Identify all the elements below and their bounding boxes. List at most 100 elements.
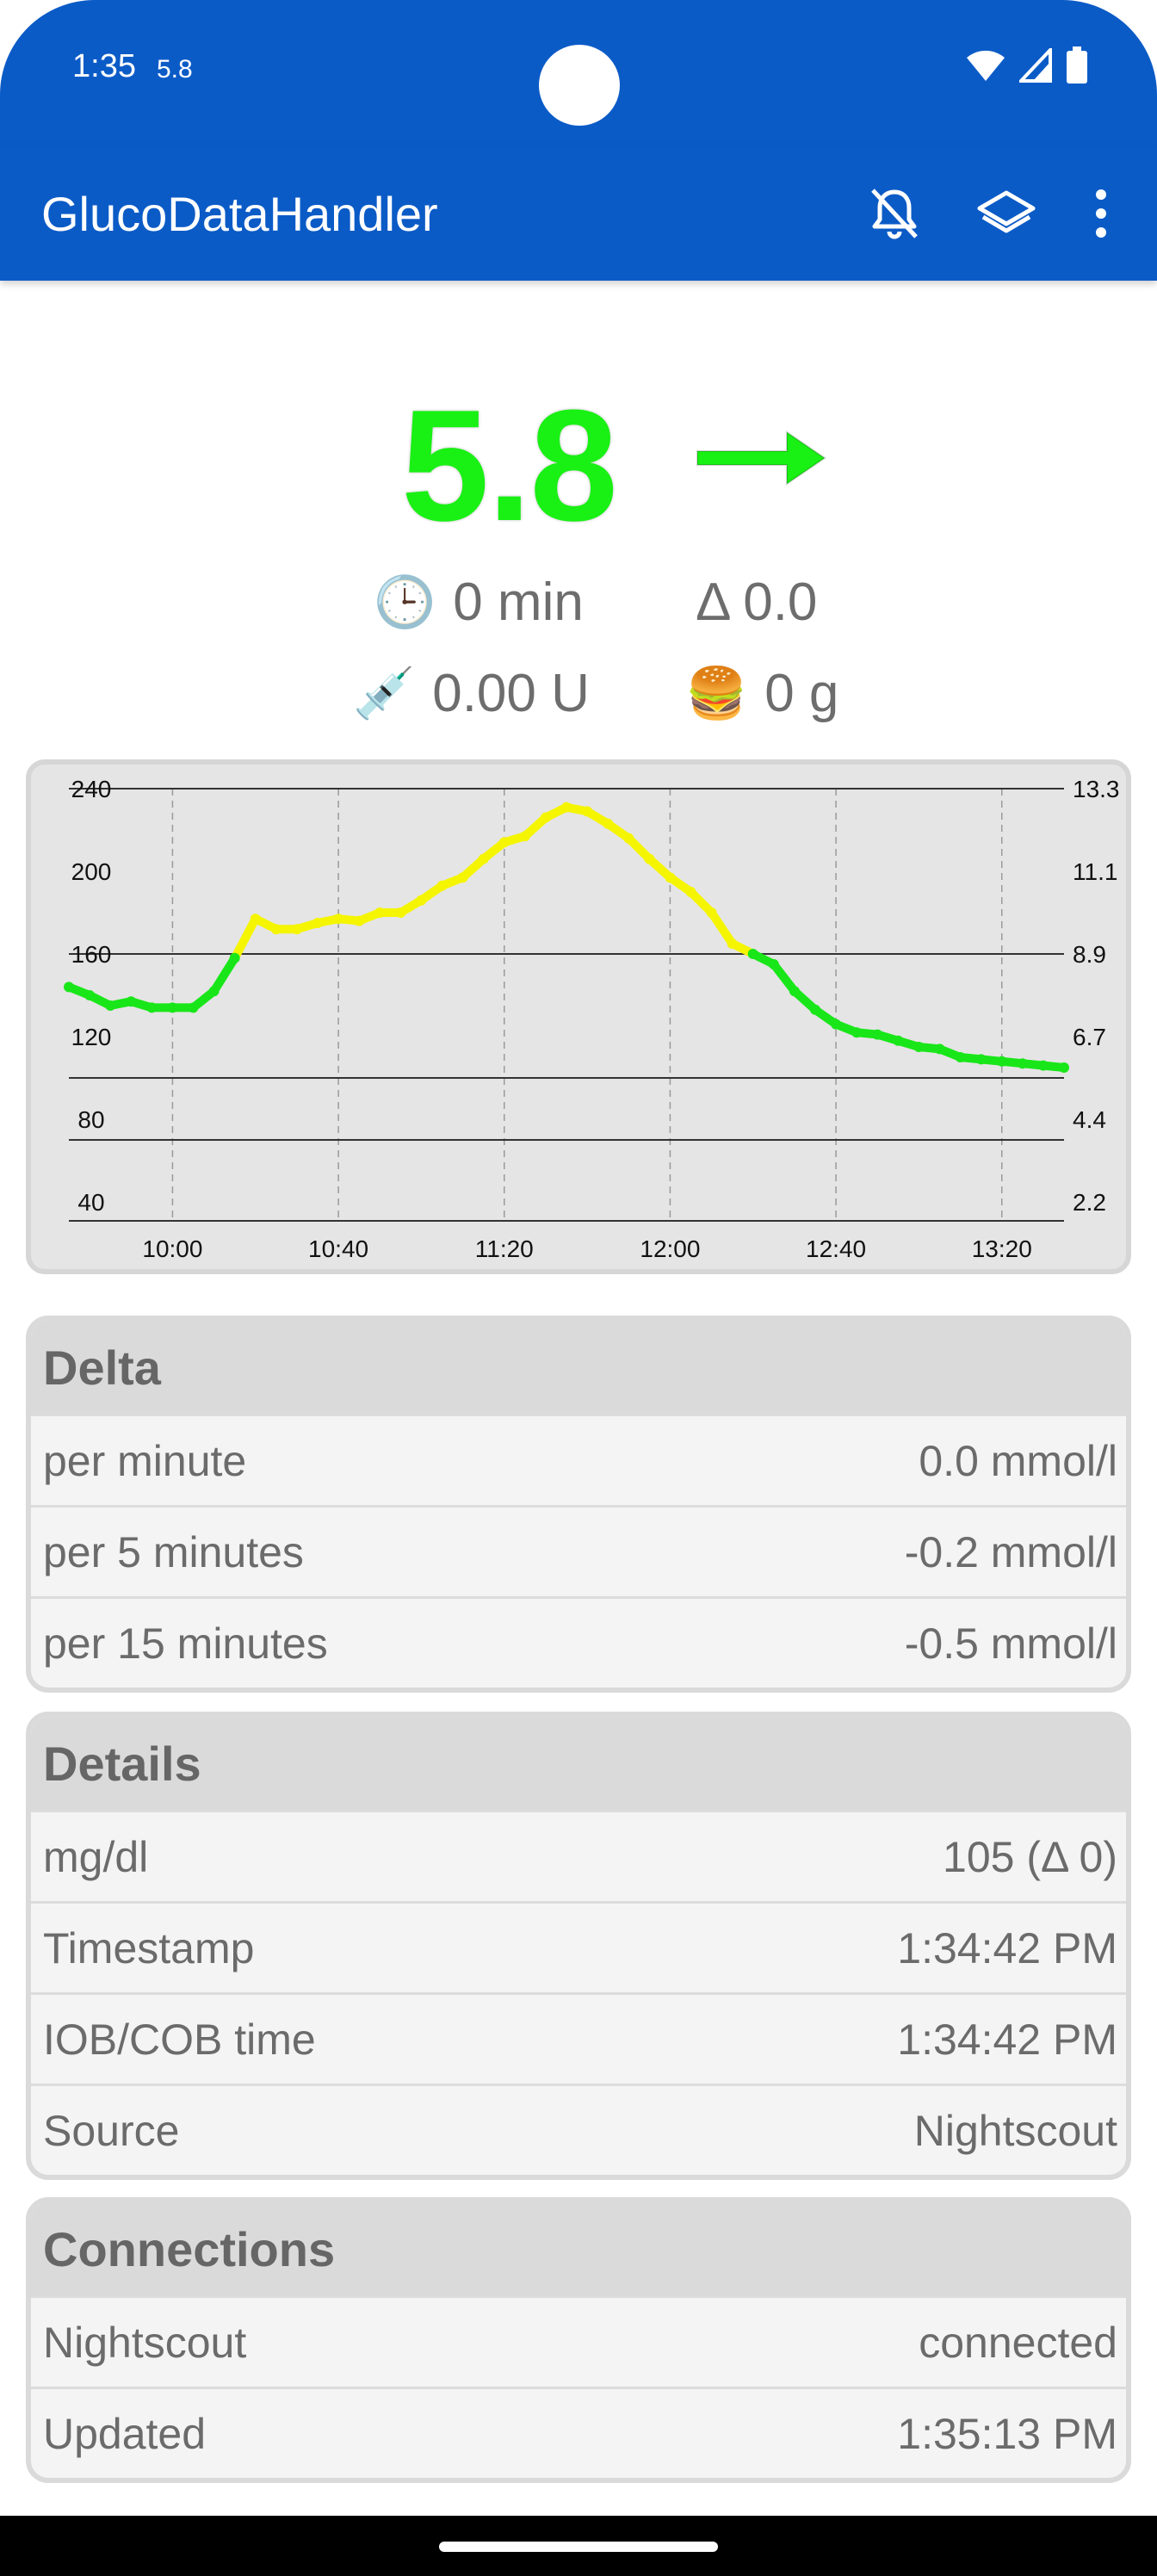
glucose-data-point [333, 913, 344, 925]
y-right-tick-label: 4.4 [1073, 1106, 1106, 1133]
details-row-label: Timestamp [43, 1923, 255, 1972]
battery-icon [1067, 46, 1087, 84]
status-glucose-value: 5.8 [157, 55, 193, 84]
glucose-data-point [436, 880, 448, 891]
glucose-data-point [603, 818, 614, 829]
glucose-data-point [208, 986, 220, 997]
clock-icon: 🕒 [374, 573, 436, 631]
bell-off-icon [871, 189, 918, 239]
glucose-chart-svg: 10:00 10:40 11:20 12:00 12:40 13:20 40 2.2 80 4.4… [64, 776, 1120, 1262]
trend-right-arrow-icon [696, 430, 826, 486]
glucose-data-point [126, 996, 137, 1007]
alarm-toggle-button[interactable] [838, 177, 950, 250]
app-title: GlucoDataHandler [41, 187, 438, 241]
delta-row-value: -0.5 mmol/l [904, 1619, 1117, 1668]
app-bar: GlucoDataHandler [0, 146, 1157, 281]
cob-text: 0 g [764, 664, 839, 723]
glucose-data-point [872, 1029, 883, 1040]
y-right-tick-label: 8.9 [1073, 941, 1106, 968]
app-bar-actions [838, 177, 1140, 250]
overflow-menu-button[interactable] [1062, 177, 1140, 250]
glucose-data-point [582, 806, 593, 817]
glucose-data-point [934, 1043, 945, 1055]
glucose-data-point [146, 1002, 158, 1013]
y-left-tick-label: 240 [71, 776, 112, 802]
glucose-data-point [270, 924, 282, 935]
delta-row-label: per 5 minutes [43, 1527, 304, 1576]
glucose-data-point [312, 918, 323, 928]
glucose-data-point [1059, 1062, 1069, 1073]
glucose-line-segment [230, 914, 260, 963]
glucose-data-point [229, 952, 240, 963]
glucose-hero: 5.8 [0, 379, 1157, 551]
details-row-value: 105 (Δ 0) [943, 1832, 1117, 1881]
connections-row-value: connected [919, 2318, 1117, 2367]
glucose-data-point [810, 1004, 820, 1015]
glucose-data-point [395, 907, 406, 918]
time-ago-info: 🕒 0 min [374, 572, 584, 633]
details-row: IOB/COB time 1:34:42 PM [31, 1992, 1126, 2084]
delta-text: Δ 0.0 [696, 573, 818, 632]
details-row: mg/dl 105 (Δ 0) [31, 1810, 1126, 1901]
more-vert-icon [1096, 189, 1106, 238]
glucose-data-point [354, 915, 365, 926]
glucose-data-point [831, 1019, 842, 1030]
glucose-data-point [416, 895, 427, 906]
signal-icon [1019, 48, 1052, 83]
details-row: Timestamp 1:34:42 PM [31, 1901, 1126, 1992]
burger-icon: 🍔 [685, 664, 748, 722]
glucose-data-point [498, 837, 510, 848]
details-row-value: 1:34:42 PM [897, 1923, 1117, 1972]
y-right-tick-label: 2.2 [1073, 1189, 1106, 1216]
glucose-data-point [996, 1056, 1007, 1067]
glucose-data-point [727, 938, 738, 949]
details-row-label: IOB/COB time [43, 2015, 316, 2064]
glucose-data-point [768, 959, 779, 969]
glucose-data-point [623, 833, 634, 844]
glucose-data-point [561, 802, 572, 813]
glucose-data-point [540, 812, 551, 823]
details-card: Details mg/dl 105 (Δ 0) Timestamp 1:34:4… [26, 1712, 1131, 2180]
home-gesture-handle[interactable] [439, 2542, 718, 2552]
y-right-tick-label: 6.7 [1073, 1024, 1106, 1050]
syringe-icon: 💉 [353, 664, 416, 722]
glucose-chart[interactable]: 10:00 10:40 11:20 12:00 12:40 13:20 40 2.2 80 4.4… [26, 759, 1131, 1274]
connections-card: Connections Nightscout connected Updated… [26, 2197, 1131, 2483]
details-card-title: Details [31, 1717, 1126, 1810]
y-right-tick-label: 13.3 [1073, 776, 1120, 802]
delta-row: per 15 minutes -0.5 mmol/l [31, 1596, 1126, 1687]
x-tick-label: 12:40 [806, 1235, 866, 1262]
glucose-data-point [665, 872, 676, 883]
glucose-data-point [1017, 1058, 1028, 1069]
connections-row-label: Nightscout [43, 2318, 247, 2367]
glucose-data-point [747, 949, 758, 959]
status-bar: 1:35 5.8 [0, 0, 1157, 146]
x-tick-label: 11:20 [475, 1235, 534, 1262]
details-row: Source Nightscout [31, 2084, 1126, 2175]
details-row-value: 1:34:42 PM [897, 2015, 1117, 2064]
camera-cutout [539, 45, 620, 126]
navigation-bar [0, 2516, 1157, 2576]
glucose-data-point [851, 1027, 863, 1038]
glucose-line-segment [769, 960, 799, 996]
time-ago-text: 0 min [453, 573, 584, 632]
delta-row-value: -0.2 mmol/l [904, 1527, 1117, 1576]
glucose-data-point [644, 853, 655, 864]
connections-card-title: Connections [31, 2202, 1126, 2295]
glucose-data-point [105, 1000, 116, 1011]
status-time: 1:35 [72, 48, 136, 84]
connections-row-label: Updated [43, 2409, 207, 2458]
details-row-label: mg/dl [43, 1832, 149, 1881]
layers-button[interactable] [950, 177, 1062, 250]
delta-card-title: Delta [31, 1321, 1126, 1414]
glucose-data-point [789, 986, 800, 997]
glucose-data-point [975, 1054, 987, 1065]
iob-info: 💉 0.00 U [353, 663, 590, 724]
glucose-data-point [374, 907, 386, 918]
glucose-data-point [167, 1002, 178, 1013]
y-left-tick-label: 160 [71, 941, 112, 968]
connections-row: Nightscout connected [31, 2295, 1126, 2387]
y-left-tick-label: 120 [71, 1024, 112, 1050]
x-tick-label: 12:00 [640, 1235, 700, 1262]
layers-icon [977, 190, 1036, 233]
